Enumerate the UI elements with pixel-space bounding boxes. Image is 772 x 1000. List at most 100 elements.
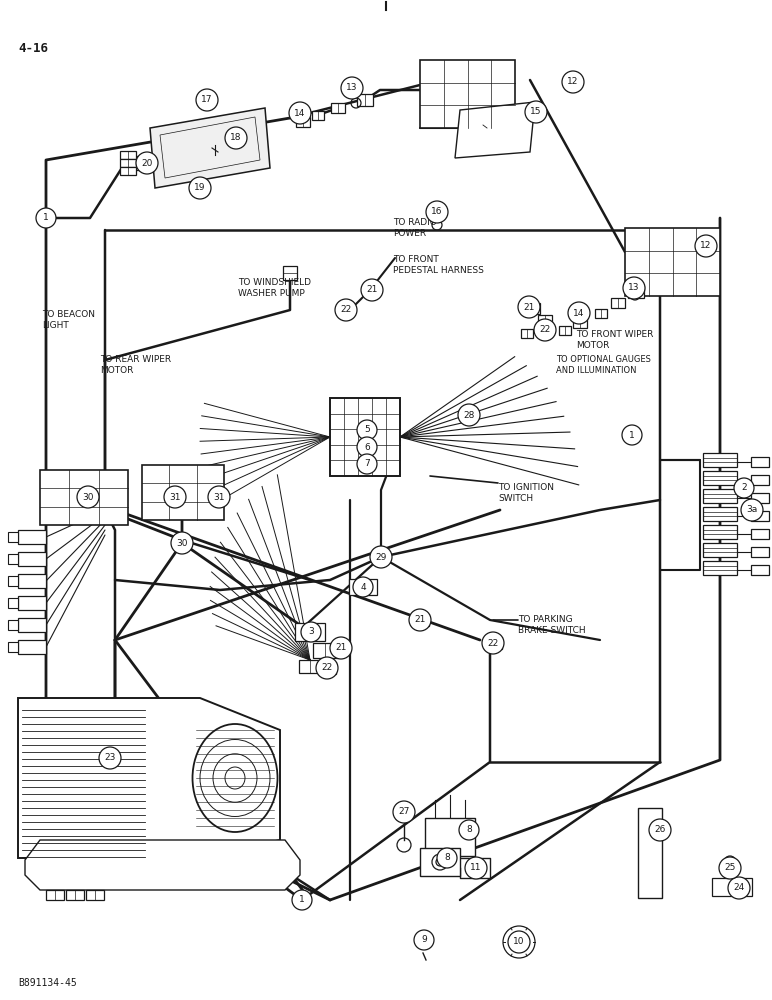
Circle shape (741, 499, 763, 521)
Circle shape (196, 89, 218, 111)
Bar (751, 529, 769, 539)
Bar (703, 561, 737, 575)
Text: 28: 28 (463, 410, 475, 420)
Text: TO REAR WIPER
MOTOR: TO REAR WIPER MOTOR (100, 355, 171, 375)
Bar (420, 60, 515, 128)
Text: 21: 21 (523, 302, 535, 312)
Bar (751, 511, 769, 521)
Text: 17: 17 (201, 96, 213, 104)
Bar (703, 507, 737, 521)
Circle shape (353, 577, 373, 597)
Bar (751, 547, 769, 557)
Circle shape (525, 101, 547, 123)
Text: 24: 24 (733, 884, 745, 892)
Text: 6: 6 (364, 442, 370, 452)
Bar (357, 94, 373, 106)
Bar (8, 554, 18, 564)
Text: 14: 14 (294, 108, 306, 117)
Bar (625, 228, 720, 296)
Text: 31: 31 (213, 492, 225, 502)
Text: 30: 30 (176, 538, 188, 548)
Text: 13: 13 (628, 284, 640, 292)
Circle shape (289, 102, 311, 124)
Circle shape (77, 486, 99, 508)
Text: 30: 30 (83, 492, 93, 502)
Bar (312, 110, 324, 119)
Text: 4-16: 4-16 (18, 42, 48, 55)
Circle shape (361, 279, 383, 301)
Circle shape (649, 819, 671, 841)
Bar (420, 848, 460, 876)
Bar (295, 623, 325, 641)
Text: 22: 22 (321, 664, 333, 672)
Bar (283, 266, 297, 280)
Text: 14: 14 (574, 308, 584, 318)
Bar (703, 525, 737, 539)
Bar (120, 167, 136, 175)
Circle shape (189, 177, 211, 199)
Circle shape (518, 296, 540, 318)
Bar (120, 151, 136, 159)
Bar (296, 117, 310, 127)
Circle shape (316, 657, 338, 679)
Text: 15: 15 (530, 107, 542, 116)
Bar (40, 470, 128, 525)
Bar (318, 662, 336, 674)
Bar (120, 159, 136, 167)
Bar (559, 326, 571, 334)
Text: 21: 21 (415, 615, 425, 624)
Circle shape (370, 546, 392, 568)
Text: 1: 1 (43, 214, 49, 223)
Circle shape (208, 486, 230, 508)
Bar (66, 890, 84, 900)
Bar (751, 493, 769, 503)
Circle shape (225, 127, 247, 149)
Bar (524, 302, 540, 314)
Circle shape (136, 152, 158, 174)
Text: 9: 9 (421, 936, 427, 944)
Text: 25: 25 (724, 863, 736, 872)
Text: 13: 13 (347, 84, 357, 93)
Bar (8, 620, 18, 630)
Text: 21: 21 (366, 286, 378, 294)
Text: TO IGNITION
SWITCH: TO IGNITION SWITCH (498, 483, 554, 503)
Polygon shape (455, 102, 535, 158)
Circle shape (164, 486, 186, 508)
Text: 2: 2 (741, 484, 747, 492)
Text: 12: 12 (700, 241, 712, 250)
Bar (538, 315, 552, 325)
Text: 5: 5 (364, 426, 370, 434)
Text: 23: 23 (104, 754, 116, 762)
Text: 29: 29 (375, 552, 387, 562)
Bar (8, 532, 18, 542)
Bar (703, 543, 737, 557)
Bar (484, 637, 502, 649)
Text: 12: 12 (567, 78, 579, 87)
Circle shape (728, 877, 750, 899)
Circle shape (393, 801, 415, 823)
Text: 16: 16 (432, 208, 443, 217)
Text: 27: 27 (398, 808, 410, 816)
Circle shape (695, 235, 717, 257)
Text: B891134-45: B891134-45 (18, 978, 76, 988)
Bar (712, 878, 752, 896)
Circle shape (459, 820, 479, 840)
Text: 1: 1 (299, 896, 305, 904)
Bar (751, 457, 769, 467)
Bar (349, 579, 377, 595)
Bar (8, 642, 18, 652)
Circle shape (623, 277, 645, 299)
Bar (751, 475, 769, 485)
Text: 3a: 3a (747, 506, 757, 514)
Bar (411, 614, 429, 626)
Circle shape (508, 931, 530, 953)
Bar (425, 818, 475, 856)
Bar (703, 489, 737, 503)
Text: 8: 8 (444, 854, 450, 862)
Circle shape (409, 609, 431, 631)
Bar (8, 598, 18, 608)
Circle shape (562, 71, 584, 93)
Bar (142, 465, 224, 520)
Text: 20: 20 (141, 158, 153, 167)
Circle shape (335, 299, 357, 321)
